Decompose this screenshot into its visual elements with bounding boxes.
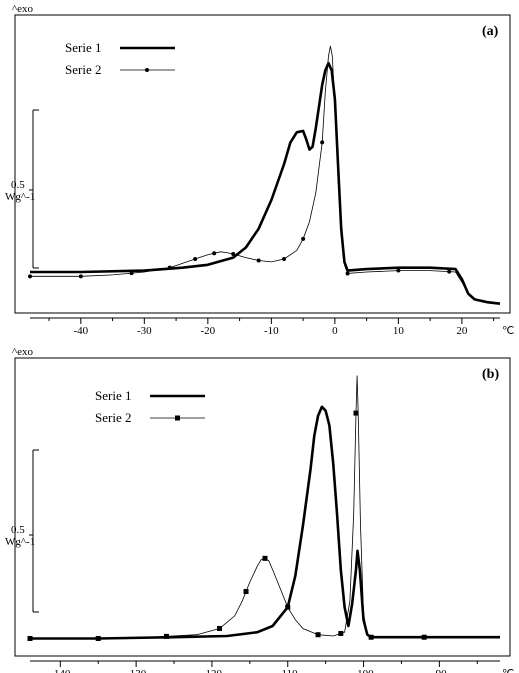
panel-label: (a)	[482, 24, 499, 39]
legend-s2-label: Serie 2	[95, 410, 131, 425]
series-2-marker	[447, 270, 451, 274]
series-2-marker	[316, 632, 321, 637]
x-unit: ℃	[502, 668, 514, 673]
series-2-marker	[28, 274, 32, 278]
x-tick-label: -110	[278, 668, 298, 673]
series-2-marker	[282, 257, 286, 261]
x-tick-label: 10	[393, 325, 405, 337]
series-2-marker	[212, 251, 216, 255]
x-tick-label: -100	[353, 668, 374, 673]
x-tick-label: -140	[50, 668, 71, 673]
panel-frame	[15, 358, 510, 656]
series-2-marker	[28, 636, 33, 641]
x-tick-label: -20	[201, 325, 216, 337]
legend-s2-label: Serie 2	[65, 62, 101, 77]
exo-label: ^exo	[12, 346, 34, 358]
series-2-marker	[320, 140, 324, 144]
series-2-marker	[338, 631, 343, 636]
series-2-marker	[96, 636, 101, 641]
series-2-marker	[231, 252, 235, 256]
series-2-marker	[130, 271, 134, 275]
series-2-marker	[369, 635, 374, 640]
figure: ^exo(a)-40-30-20-1001020℃0.5Wg^-1Serie 1…	[0, 0, 519, 673]
x-tick-label: -10	[264, 325, 279, 337]
legend-s1-label: Serie 1	[95, 388, 131, 403]
series-2-marker	[285, 605, 290, 610]
series-1	[30, 407, 500, 639]
x-tick-label: -40	[73, 325, 88, 337]
series-2-marker	[217, 626, 222, 631]
series-2-marker	[257, 258, 261, 262]
x-tick-label: 0	[332, 325, 338, 337]
series-2-marker	[79, 274, 83, 278]
x-tick-label: -90	[432, 668, 447, 673]
series-2-marker	[168, 266, 172, 270]
series-2-marker	[193, 257, 197, 261]
x-tick-label: -30	[137, 325, 152, 337]
y-value-label: 0.5	[11, 524, 25, 536]
panel-label: (b)	[482, 367, 499, 382]
x-unit: ℃	[502, 325, 514, 337]
legend-s2-marker	[175, 416, 180, 421]
y-unit-label: Wg^-1	[5, 191, 35, 203]
series-2-marker	[263, 556, 268, 561]
series-2-marker	[244, 589, 249, 594]
series-2-marker	[396, 269, 400, 273]
x-tick-label: -120	[202, 668, 223, 673]
x-tick-label: 20	[456, 325, 468, 337]
series-2-marker	[353, 411, 358, 416]
series-2-marker	[164, 634, 169, 639]
exo-label: ^exo	[12, 3, 34, 15]
y-value-label: 0.5	[11, 179, 25, 191]
legend-s1-label: Serie 1	[65, 40, 101, 55]
series-1	[30, 63, 500, 304]
series-2-marker	[346, 271, 350, 275]
legend-s2-marker	[145, 68, 149, 72]
series-2-marker	[301, 237, 305, 241]
series-2	[30, 46, 500, 304]
x-tick-label: -130	[126, 668, 147, 673]
series-2-marker	[422, 635, 427, 640]
y-unit-label: Wg^-1	[5, 536, 35, 548]
